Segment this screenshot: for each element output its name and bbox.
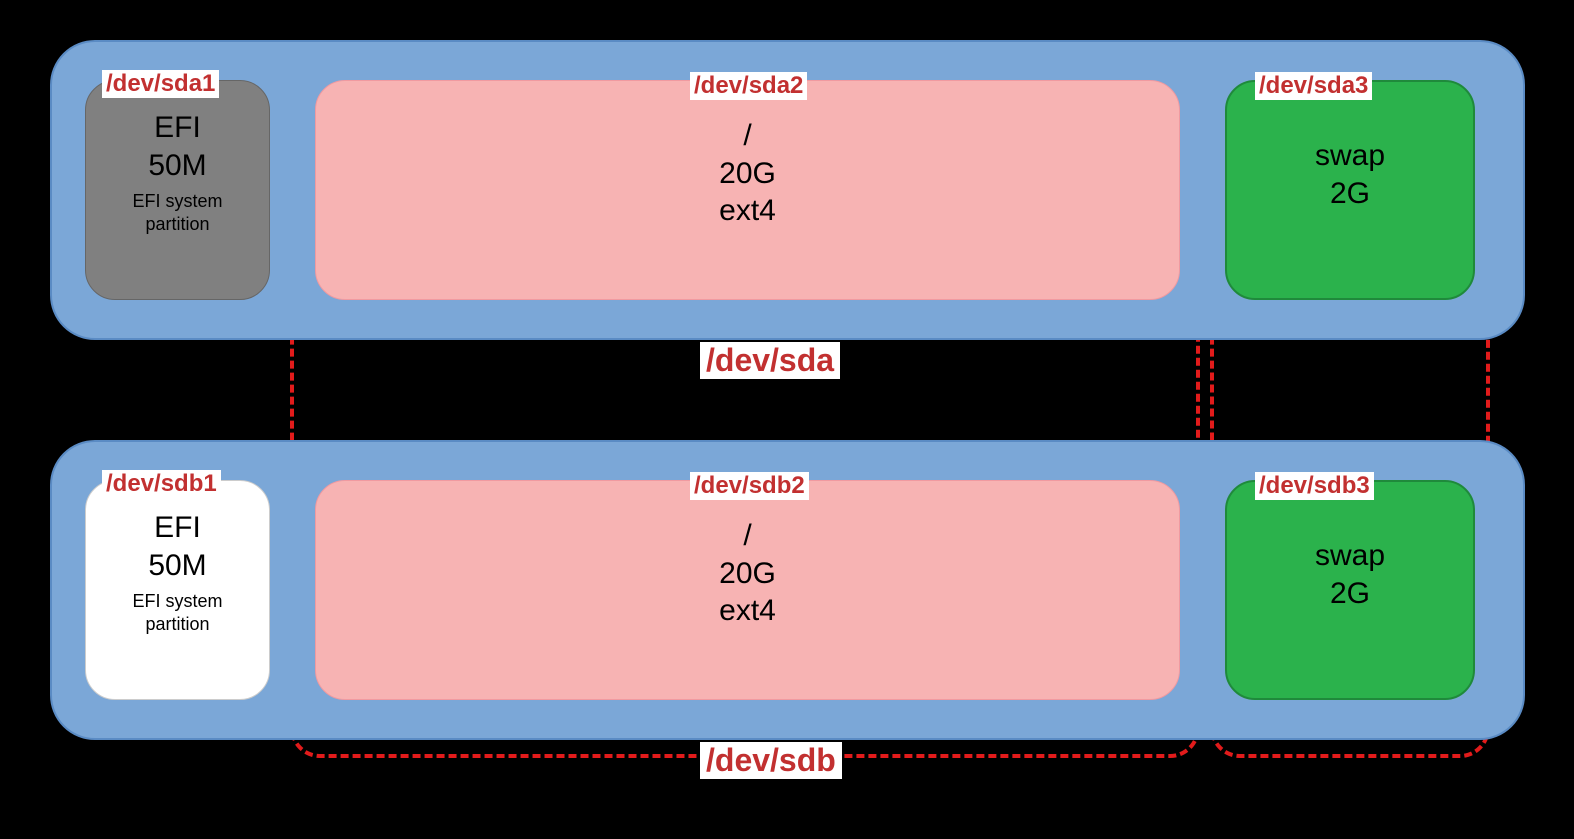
partition-sdb1-desc2: partition [86,613,269,636]
partition-sdb2-root: / 20G ext4 [315,480,1180,700]
partition-sdb1-type: EFI [86,509,269,547]
partition-sda1-efi: EFI 50M EFI system partition [85,80,270,300]
device-label-sdb1: /dev/sdb1 [102,470,221,498]
diagram-canvas: { "colors": { "page_bg": "#000000", "dis… [0,0,1574,839]
partition-sda1-desc1: EFI system [86,190,269,213]
partition-sdb2-fs: ext4 [316,592,1179,630]
partition-sda1-type: EFI [86,109,269,147]
partition-sdb3-type: swap [1227,537,1473,575]
partition-sdb1-size: 50M [86,547,269,585]
partition-sdb1-efi: EFI 50M EFI system partition [85,480,270,700]
partition-sdb2-size: 20G [316,555,1179,593]
partition-sdb1-desc1: EFI system [86,590,269,613]
device-label-sda3: /dev/sda3 [1255,72,1372,100]
device-label-sdb3: /dev/sdb3 [1255,472,1374,500]
partition-sda3-size: 2G [1227,175,1473,213]
device-label-sda1: /dev/sda1 [102,70,219,98]
partition-sdb2-mount: / [316,517,1179,555]
device-label-sdb2: /dev/sdb2 [690,472,809,500]
partition-sda3-swap: swap 2G [1225,80,1475,300]
partition-sda3-type: swap [1227,137,1473,175]
partition-sda1-size: 50M [86,147,269,185]
partition-sda2-fs: ext4 [316,192,1179,230]
partition-sda2-size: 20G [316,155,1179,193]
device-label-sda2: /dev/sda2 [690,72,807,100]
disk-label-sdb: /dev/sdb [700,742,842,779]
disk-label-sda: /dev/sda [700,342,840,379]
partition-sda2-root: / 20G ext4 [315,80,1180,300]
partition-sda2-mount: / [316,117,1179,155]
partition-sdb3-size: 2G [1227,575,1473,613]
partition-sdb3-swap: swap 2G [1225,480,1475,700]
partition-sda1-desc2: partition [86,213,269,236]
